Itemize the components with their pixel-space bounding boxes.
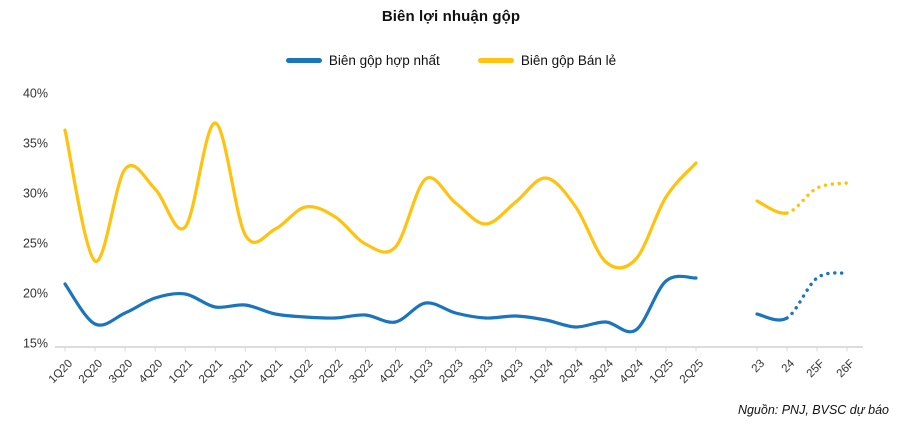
y-axis-label: 20% (23, 287, 48, 301)
series-line-annual-actual-0 (755, 312, 789, 322)
x-axis-label: 2Q25 (678, 358, 706, 386)
y-axis-label: 35% (23, 137, 48, 151)
x-axis-label: 4Q23 (497, 358, 525, 386)
y-axis-label: 30% (23, 187, 48, 201)
x-axis-label: 25F (805, 358, 828, 381)
x-axis-label: 3Q20 (107, 358, 135, 386)
x-axis-label: 1Q25 (648, 358, 676, 386)
series-line-annual-forecast-0 (785, 271, 849, 320)
x-axis-label: 2Q21 (197, 358, 225, 386)
source-note: Nguồn: PNJ, BVSC dự báo (737, 403, 889, 417)
x-axis-label: 3Q23 (467, 358, 495, 386)
legend-swatch-yellow (477, 58, 514, 63)
chart-title: Biên lợi nhuận gộp (381, 8, 521, 25)
x-axis-label: 4Q21 (257, 358, 285, 386)
x-axis-label: 4Q22 (377, 358, 405, 386)
legend-swatch-blue (285, 58, 322, 63)
x-axis-label: 2Q22 (317, 358, 345, 386)
x-axis-label: 4Q20 (137, 358, 165, 386)
x-axis-label: 3Q22 (347, 358, 375, 386)
x-axis-label: 3Q21 (227, 358, 255, 386)
series-line-quarterly-0 (63, 274, 698, 334)
x-axis-label: 23 (750, 358, 768, 376)
x-axis-label: 1Q20 (47, 358, 75, 386)
y-axis-label: 15% (23, 337, 48, 351)
legend-item-retail: Biên gộp Bán lẻ (477, 53, 617, 68)
legend: Biên gộp hợp nhất Biên gộp Bán lẻ (0, 53, 902, 68)
x-axis-label: 1Q24 (527, 357, 556, 386)
y-axis-label: 25% (23, 237, 48, 251)
x-axis-label: 3Q24 (588, 357, 617, 386)
x-axis-label: 4Q24 (618, 357, 647, 386)
series-line-annual-forecast-1 (785, 181, 849, 215)
y-axis-label: 40% (23, 87, 48, 101)
x-axis-label: 1Q23 (407, 358, 435, 386)
x-axis-label: 2Q24 (558, 357, 587, 386)
x-axis-label: 2Q23 (437, 358, 465, 386)
legend-label: Biên gộp Bán lẻ (520, 53, 617, 68)
x-axis-label: 24 (780, 357, 798, 375)
x-axis-label: 1Q21 (167, 358, 195, 386)
legend-item-consolidated: Biên gộp hợp nhất (285, 53, 440, 68)
x-axis-label: 2Q20 (77, 358, 105, 386)
series-line-quarterly-1 (63, 121, 698, 270)
x-axis-label: 1Q22 (287, 358, 315, 386)
legend-label: Biên gộp hợp nhất (328, 53, 440, 68)
x-axis-label: 26F (835, 358, 858, 381)
series-line-annual-actual-1 (755, 199, 789, 215)
